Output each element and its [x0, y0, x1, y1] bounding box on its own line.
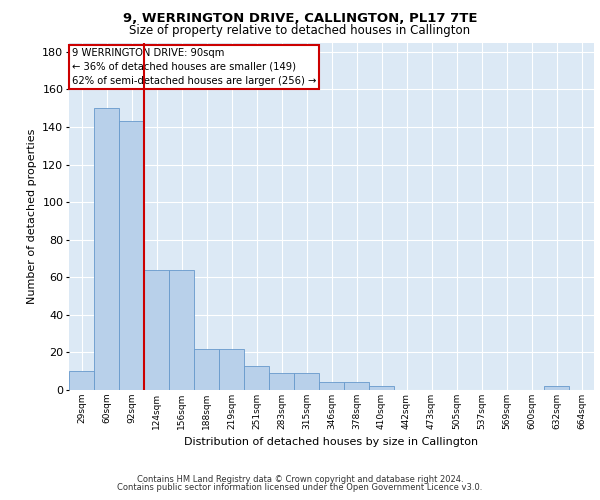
- Y-axis label: Number of detached properties: Number of detached properties: [27, 128, 37, 304]
- Text: Contains public sector information licensed under the Open Government Licence v3: Contains public sector information licen…: [118, 484, 482, 492]
- Bar: [144, 270, 169, 390]
- Text: 9, WERRINGTON DRIVE, CALLINGTON, PL17 7TE: 9, WERRINGTON DRIVE, CALLINGTON, PL17 7T…: [123, 12, 477, 26]
- Bar: [194, 348, 219, 390]
- Bar: [244, 366, 269, 390]
- Text: Contains HM Land Registry data © Crown copyright and database right 2024.: Contains HM Land Registry data © Crown c…: [137, 475, 463, 484]
- Bar: [369, 386, 394, 390]
- Bar: [119, 122, 144, 390]
- Bar: [319, 382, 344, 390]
- Bar: [69, 371, 94, 390]
- Bar: [219, 348, 244, 390]
- Bar: [294, 373, 319, 390]
- Bar: [269, 373, 294, 390]
- Bar: [344, 382, 369, 390]
- Text: Size of property relative to detached houses in Callington: Size of property relative to detached ho…: [130, 24, 470, 37]
- Bar: [544, 386, 569, 390]
- Bar: [169, 270, 194, 390]
- X-axis label: Distribution of detached houses by size in Callington: Distribution of detached houses by size …: [184, 438, 479, 448]
- Text: 9 WERRINGTON DRIVE: 90sqm
← 36% of detached houses are smaller (149)
62% of semi: 9 WERRINGTON DRIVE: 90sqm ← 36% of detac…: [71, 48, 316, 86]
- Bar: [94, 108, 119, 390]
